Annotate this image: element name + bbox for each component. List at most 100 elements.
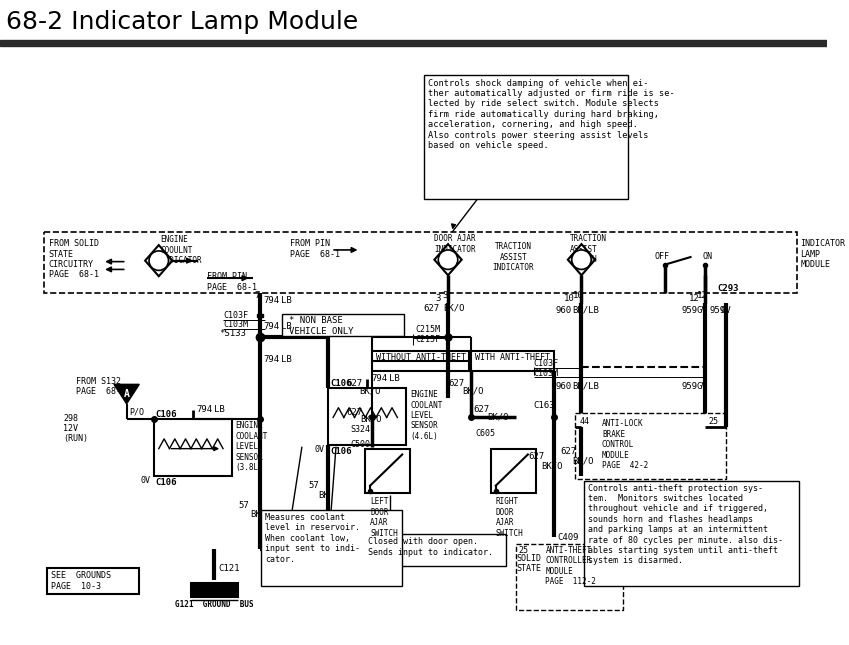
- Polygon shape: [145, 245, 172, 276]
- Text: FROM PIN
PAGE  68-1: FROM PIN PAGE 68-1: [207, 272, 257, 292]
- Text: ENGINE
COOLANT
LEVEL
SENSOR
(3.8L): ENGINE COOLANT LEVEL SENSOR (3.8L): [236, 421, 268, 472]
- Text: Closed with door open.
Sends input to indicator.: Closed with door open. Sends input to in…: [368, 537, 493, 557]
- Text: 627: 627: [560, 447, 576, 456]
- Bar: [257, 314, 263, 317]
- Text: 627: 627: [424, 304, 440, 313]
- Bar: [329, 388, 406, 445]
- Text: 25: 25: [518, 546, 528, 555]
- Polygon shape: [435, 244, 462, 275]
- Bar: [0, 39, 827, 46]
- Text: 959: 959: [682, 306, 698, 315]
- Bar: [154, 419, 232, 476]
- Text: GV: GV: [696, 306, 707, 315]
- Text: 57: 57: [239, 501, 250, 510]
- Text: BK/O: BK/O: [573, 457, 594, 466]
- Text: ENGINE
COOLANT
LEVEL
SENSOR
(4.6L): ENGINE COOLANT LEVEL SENSOR (4.6L): [410, 390, 442, 441]
- Text: GV: GV: [696, 382, 707, 391]
- Text: DOOR AJAR
INDICATOR: DOOR AJAR INDICATOR: [435, 234, 476, 253]
- Bar: [424, 75, 628, 199]
- Text: BK: BK: [250, 510, 261, 519]
- Text: 7: 7: [255, 291, 260, 300]
- Text: 794: 794: [263, 355, 279, 364]
- Text: BK/O: BK/O: [443, 304, 464, 313]
- Bar: [191, 583, 238, 597]
- Bar: [47, 568, 139, 594]
- Text: *S133: *S133: [219, 329, 246, 338]
- Text: SOLID
STATE: SOLID STATE: [516, 554, 541, 573]
- Text: 298
12V
(RUN): 298 12V (RUN): [64, 413, 88, 443]
- Text: FROM PIN
PAGE  68-1: FROM PIN PAGE 68-1: [290, 239, 340, 259]
- Text: ON: ON: [702, 252, 712, 261]
- Bar: [44, 232, 796, 293]
- Text: 959: 959: [709, 306, 725, 315]
- Text: BK/LB: BK/LB: [573, 382, 599, 391]
- Text: C409: C409: [557, 533, 579, 542]
- Text: OFF: OFF: [655, 252, 670, 261]
- Text: GV: GV: [721, 306, 732, 315]
- Text: Controls shock damping of vehicle when ei-
ther automatically adjusted or firm r: Controls shock damping of vehicle when e…: [428, 79, 674, 150]
- Text: LB: LB: [389, 374, 399, 383]
- Text: 627: 627: [346, 408, 363, 417]
- Bar: [584, 481, 799, 586]
- Text: 68-2 Indicator Lamp Module: 68-2 Indicator Lamp Module: [6, 10, 358, 34]
- Text: P/O: P/O: [130, 407, 144, 416]
- Text: 3: 3: [442, 291, 447, 300]
- Text: 959: 959: [682, 382, 698, 391]
- Text: LB: LB: [282, 322, 292, 332]
- Text: BK: BK: [318, 491, 329, 500]
- Text: 627: 627: [346, 379, 363, 388]
- Text: C605: C605: [475, 429, 495, 438]
- Text: C106: C106: [156, 410, 177, 419]
- Text: S324: S324: [351, 424, 371, 433]
- Bar: [372, 352, 469, 371]
- Text: C103F: C103F: [223, 312, 248, 321]
- Text: RIGHT
DOOR
AJAR
SWITCH: RIGHT DOOR AJAR SWITCH: [496, 497, 524, 537]
- Text: E: E: [444, 256, 452, 265]
- Circle shape: [149, 251, 168, 270]
- Text: C293: C293: [717, 284, 739, 293]
- Text: WITH ANTI-THEFT: WITH ANTI-THEFT: [475, 353, 550, 362]
- Text: 627: 627: [529, 452, 545, 461]
- Text: 794: 794: [263, 296, 279, 305]
- Text: 3: 3: [436, 294, 441, 303]
- Bar: [283, 314, 404, 335]
- Text: 627: 627: [448, 379, 464, 388]
- Text: BK/O: BK/O: [487, 413, 509, 422]
- Text: 960: 960: [555, 382, 571, 391]
- Bar: [365, 534, 507, 566]
- Text: 794: 794: [263, 322, 279, 332]
- Circle shape: [438, 250, 458, 270]
- Text: TRACTION
ASSIST
INDICATOR: TRACTION ASSIST INDICATOR: [492, 242, 534, 272]
- Text: E: E: [577, 256, 585, 265]
- Text: 794: 794: [371, 374, 387, 383]
- Text: * NON BASE
VEHICLE ONLY: * NON BASE VEHICLE ONLY: [290, 316, 354, 335]
- Text: C215M
C215F: C215M C215F: [415, 325, 440, 344]
- Bar: [471, 352, 554, 371]
- Text: BK/O: BK/O: [359, 386, 381, 395]
- Text: 12: 12: [689, 294, 700, 303]
- Bar: [491, 449, 536, 493]
- Text: ANTI-THEFT
CONTROLLER
MODULE
PAGE  112-2: ANTI-THEFT CONTROLLER MODULE PAGE 112-2: [545, 546, 596, 586]
- Text: 794: 794: [197, 405, 213, 414]
- Text: C106: C106: [156, 478, 177, 487]
- Text: 0V: 0V: [315, 445, 324, 453]
- Text: BK/O: BK/O: [542, 462, 563, 471]
- Text: C500: C500: [351, 440, 371, 449]
- Text: ENGINE
COOULNT
INDICATOR: ENGINE COOULNT INDICATOR: [160, 235, 202, 265]
- Text: LB: LB: [282, 296, 292, 305]
- Text: C106: C106: [330, 447, 351, 455]
- Text: 10: 10: [573, 291, 584, 300]
- Text: C103M: C103M: [223, 320, 248, 329]
- Text: ANTI-LOCK
BRAKE
CONTROL
MODULE
PAGE  42-2: ANTI-LOCK BRAKE CONTROL MODULE PAGE 42-2: [602, 419, 648, 470]
- Text: Measures coolant
level in reservoir.
When coolant low,
input sent to indi-
cator: Measures coolant level in reservoir. Whe…: [265, 513, 360, 564]
- Text: INDICATOR
LAMP
MODULE: INDICATOR LAMP MODULE: [801, 239, 846, 269]
- Text: 44: 44: [579, 417, 589, 426]
- Text: 57: 57: [309, 481, 319, 490]
- Text: LB: LB: [282, 355, 292, 364]
- Text: Controls anti-theft protection sys-
tem.  Monitors switches located
throughout v: Controls anti-theft protection sys- tem.…: [588, 484, 784, 566]
- Text: E: E: [155, 257, 162, 266]
- Text: BK/O: BK/O: [463, 386, 484, 395]
- Bar: [365, 449, 410, 493]
- Polygon shape: [568, 244, 595, 275]
- Text: C106: C106: [330, 379, 351, 388]
